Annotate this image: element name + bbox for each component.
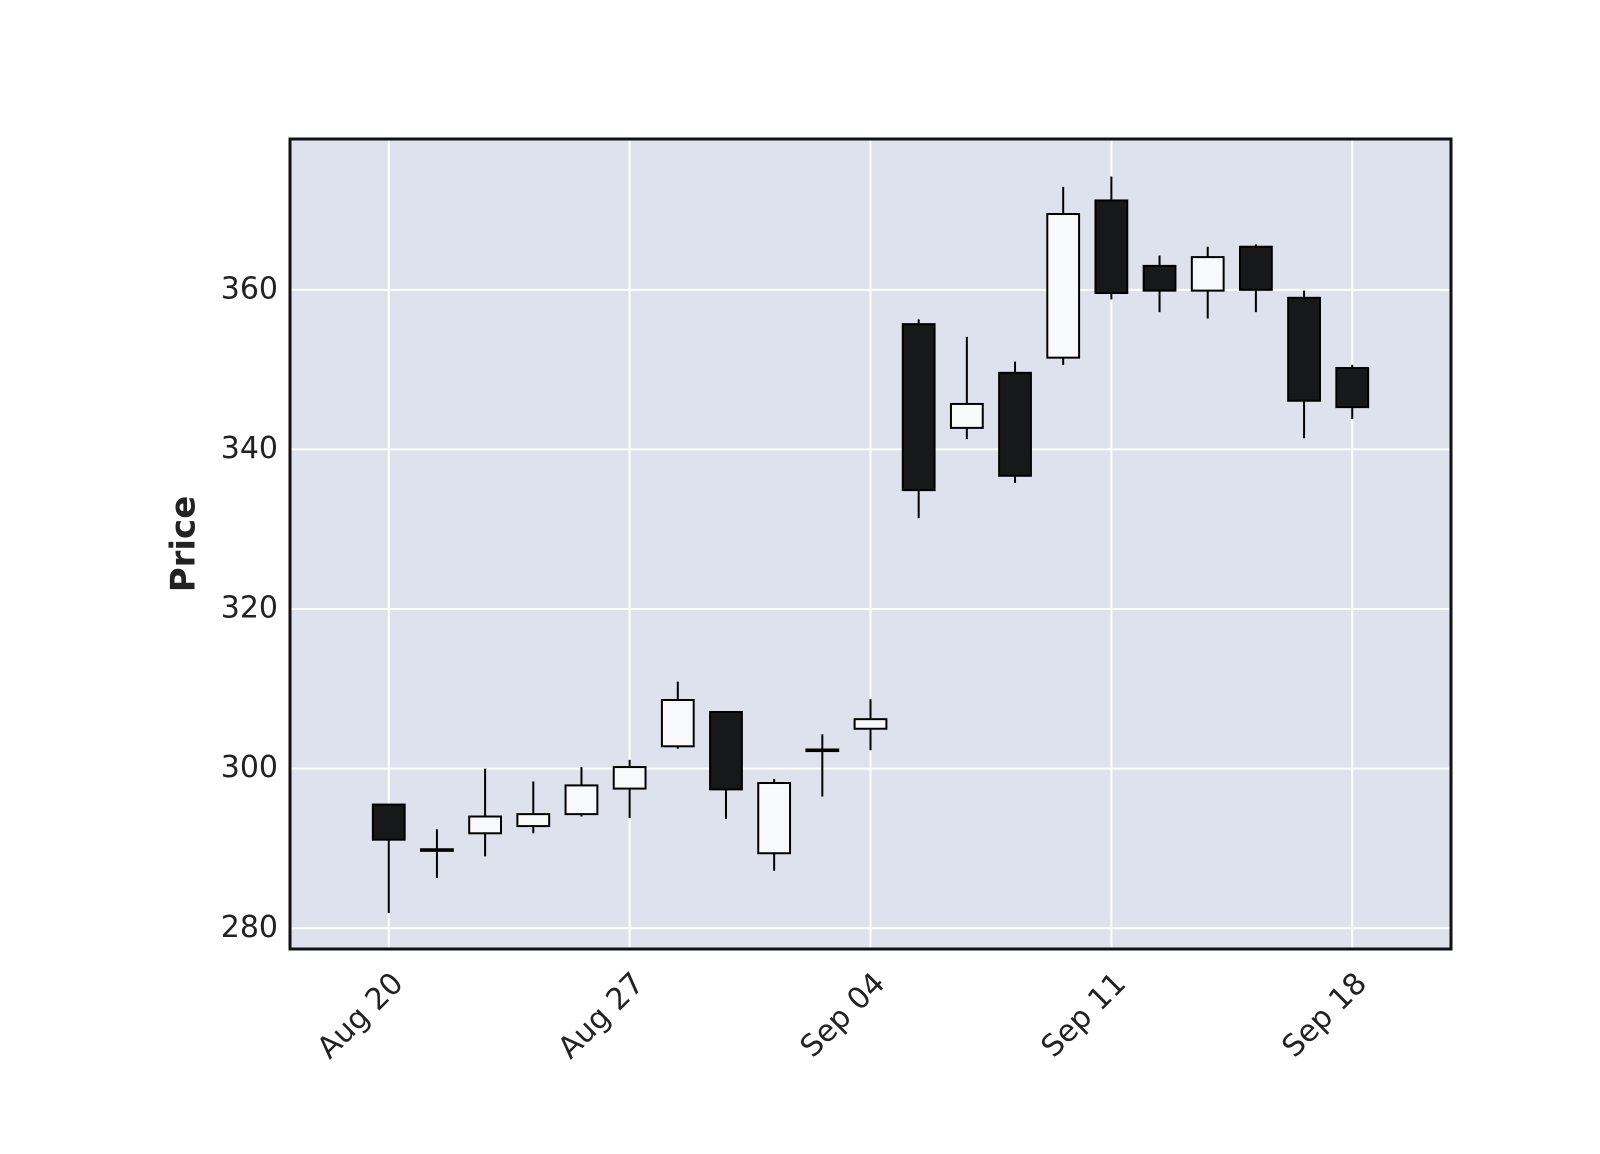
candle-body [1094,199,1129,295]
candle-body [901,323,936,492]
candle-body [612,766,647,790]
y-tick-label: 280 [221,910,278,945]
candle-body [420,848,454,852]
y-axis-label: Price [164,496,204,593]
plot-frame [288,137,1453,951]
candles [371,176,1370,914]
candle-body [371,803,406,841]
candle-body [516,813,551,828]
x-tick-label: Sep 04 [794,966,892,1064]
candle-body [1335,367,1370,409]
y-tick-label: 320 [221,591,278,626]
candle-body [1287,296,1321,402]
candle-body [564,784,599,816]
candle-body [709,710,743,791]
x-tick-label: Sep 18 [1275,966,1373,1064]
y-tick-label: 340 [221,431,278,466]
candle-body [1046,213,1081,359]
candle-body [1142,264,1177,292]
candle-body [660,699,695,748]
x-tick-label: Sep 11 [1035,966,1133,1064]
candle-body [998,371,1032,477]
x-tick-label: Aug 27 [551,966,651,1066]
candle-body [468,815,503,835]
candle-body [949,402,984,429]
candle-body [805,748,840,753]
candle-body [853,718,888,730]
candle-body [757,782,792,855]
y-tick-label: 360 [221,271,278,306]
candle-body [1190,256,1225,292]
y-tick-label: 300 [221,750,278,785]
candle-body [1238,245,1273,291]
x-tick-label: Aug 20 [311,966,411,1066]
